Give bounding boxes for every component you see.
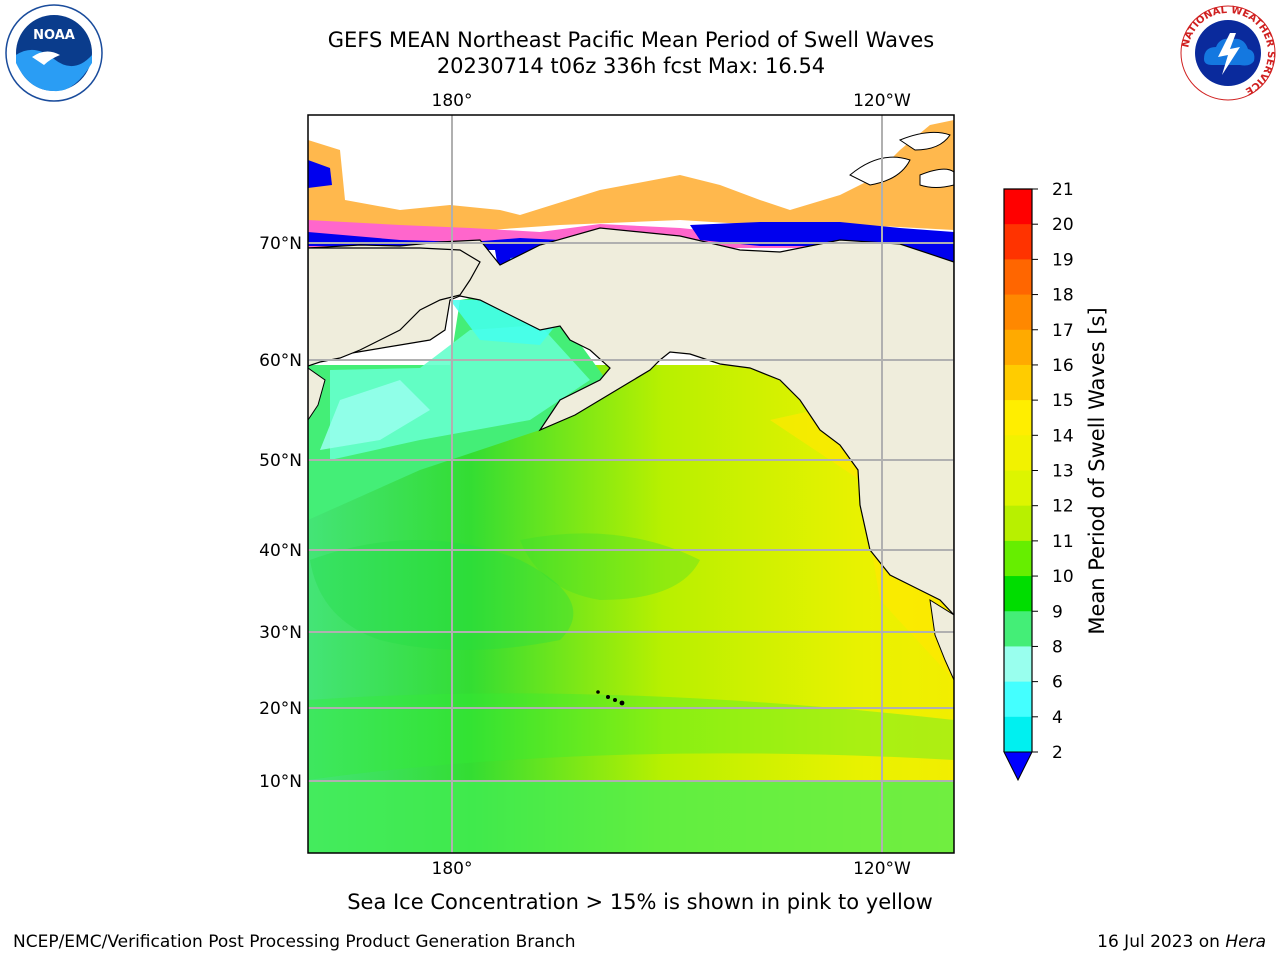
colorbar-segment	[1004, 259, 1032, 296]
colorbar-tick-label: 18	[1052, 286, 1074, 306]
sea-ice-zone	[308, 120, 954, 238]
lat-label-10n: 10°N	[259, 772, 302, 792]
lat-label-40n: 40°N	[259, 541, 302, 561]
machine-name: Hera	[1225, 932, 1266, 952]
arctic-low-swell	[308, 232, 560, 290]
lon-label-bottom-180: 180°	[432, 859, 473, 879]
colorbar-tick-label: 12	[1052, 497, 1074, 517]
noaa-logo: NOAA	[5, 4, 103, 102]
north-america-land	[308, 227, 954, 616]
colorbar-segment	[1004, 611, 1032, 647]
colorbar-segment	[1004, 224, 1032, 260]
colorbar-tick-label: 13	[1052, 462, 1074, 482]
colorbar-tick-label: 20	[1052, 215, 1074, 235]
colorbar-tick-label: 14	[1052, 426, 1074, 446]
colorbar-tick-label: 15	[1052, 391, 1074, 411]
colorbar-segment	[1004, 470, 1032, 507]
colorbar-tick-label: 21	[1052, 180, 1074, 200]
colorbar-segment	[1004, 716, 1032, 753]
colorbar-title: Mean Period of Swell Waves [s]	[1085, 307, 1109, 635]
colorbar-extension	[1003, 751, 1033, 782]
map-graticule	[308, 115, 954, 853]
lon-label-top-120w: 120°W	[853, 91, 911, 111]
lon-label-top-180: 180°	[432, 91, 473, 111]
colorbar-segment	[1004, 329, 1032, 366]
colorbar-segment	[1004, 435, 1032, 471]
colorbar-segment	[1004, 189, 1032, 225]
colorbar-segment	[1004, 576, 1032, 612]
datestamp: 16 Jul 2023 on Hera	[1097, 932, 1266, 952]
colorbar-tick-label: 8	[1052, 637, 1063, 657]
colorbar-tick-label: 17	[1052, 321, 1074, 341]
colorbar-tick-label: 4	[1052, 708, 1063, 728]
chart-subtitle: 20230714 t06z 336h fcst Max: 16.54	[436, 54, 826, 78]
sea-ice-footnote: Sea Ice Concentration > 15% is shown in …	[347, 890, 933, 914]
chart-title: GEFS MEAN Northeast Pacific Mean Period …	[327, 28, 935, 52]
colorbar-tick-label: 19	[1052, 250, 1074, 270]
colorbar-segment	[1004, 294, 1032, 331]
colorbar-segment	[1004, 646, 1032, 683]
colorbar-tick-label: 6	[1052, 673, 1063, 693]
colorbar-segment	[1004, 681, 1032, 718]
nws-logo: NATIONAL WEATHER SERVICE	[1180, 5, 1276, 101]
lon-label-bottom-120w: 120°W	[853, 859, 911, 879]
lat-label-30n: 30°N	[259, 623, 302, 643]
map-frame	[307, 114, 955, 854]
hawaiian-islands	[596, 690, 625, 706]
noaa-logo-text: NOAA	[33, 28, 75, 43]
colorbar-tick-label: 11	[1052, 532, 1074, 552]
colorbar-segment	[1004, 400, 1032, 436]
lat-label-20n: 20°N	[259, 699, 302, 719]
lat-label-60n: 60°N	[259, 351, 302, 371]
colorbar-tick-label: 16	[1052, 356, 1074, 376]
colorbar-segment	[1004, 505, 1032, 542]
lat-label-50n: 50°N	[259, 451, 302, 471]
credit-line: NCEP/EMC/Verification Post Processing Pr…	[13, 932, 576, 952]
tropical-swell-band	[308, 780, 954, 853]
colorbar-segment	[1004, 364, 1032, 401]
colorbar-tick-label: 9	[1052, 602, 1063, 622]
lat-label-70n: 70°N	[259, 234, 302, 254]
colorbar-tick-label: 2	[1052, 743, 1063, 763]
colorbar-tick-label: 10	[1052, 567, 1074, 587]
colorbar-segment	[1004, 540, 1032, 577]
colorbar: 21 20 19 18 17 16 15 14 13 12 11 10 9 8 6 4 2	[1003, 180, 1074, 782]
